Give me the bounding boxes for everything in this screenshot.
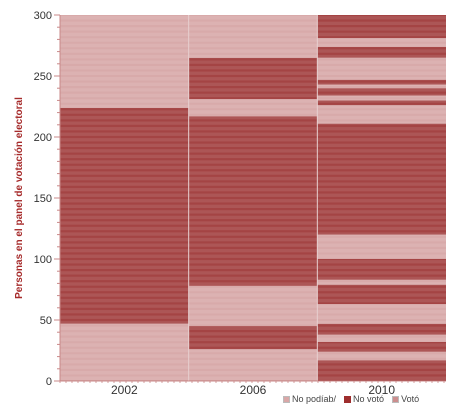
legend-item-no-podia: No podíab/ <box>283 394 336 404</box>
cell-2002-1 <box>60 107 189 324</box>
cell-2006-2 <box>188 285 318 327</box>
legend-item-voto: Votó <box>392 394 419 404</box>
cell-2010-18 <box>317 46 446 58</box>
y-tick-label: 0 <box>46 376 52 388</box>
legend-label-no-voto: No votó <box>353 394 385 404</box>
cell-2010-0 <box>317 360 446 381</box>
cell-2010-1 <box>317 351 446 361</box>
x-labels: 2002 2006 2010 <box>111 383 395 397</box>
cell-2010-4 <box>317 323 446 335</box>
y-axis-title: Personas en el panel de votación elector… <box>14 97 25 299</box>
legend: No podíab/ No votó Votó <box>283 394 419 404</box>
cell-2010-11 <box>317 105 446 124</box>
x-tick-label: 2002 <box>111 383 138 397</box>
x-tick-label: 2010 <box>368 383 395 397</box>
legend-label-voto: Votó <box>401 394 420 404</box>
cell-2006-1 <box>188 326 318 350</box>
cell-2010-19 <box>317 38 446 47</box>
legend-label-no-podia: No podíab/ <box>292 394 337 404</box>
legend-swatch-voto <box>392 395 400 403</box>
cell-2006-6 <box>188 15 318 58</box>
cell-2010-8 <box>317 259 446 280</box>
legend-swatch-no-voto <box>344 395 352 403</box>
y-tick-label: 200 <box>34 132 52 144</box>
cell-2010-20 <box>317 15 446 39</box>
legend-swatch-no-podia <box>283 395 290 403</box>
cell-2006-3 <box>188 116 318 286</box>
y-tick-label: 250 <box>34 71 52 83</box>
y-tick-label: 100 <box>34 254 52 266</box>
row-lines <box>60 14 446 382</box>
cell-2010-10 <box>317 123 446 235</box>
y-tick-label: 150 <box>34 193 52 205</box>
y-tick-label: 50 <box>40 315 52 327</box>
cell-2010-15 <box>317 84 446 89</box>
cell-2002-0 <box>60 323 189 381</box>
y-tick-label: 300 <box>34 10 52 22</box>
legend-item-no-voto: No votó <box>344 394 384 404</box>
y-ticks: 0 50 100 150 200 250 300 <box>34 10 60 388</box>
x-tick-label: 2006 <box>240 383 267 397</box>
